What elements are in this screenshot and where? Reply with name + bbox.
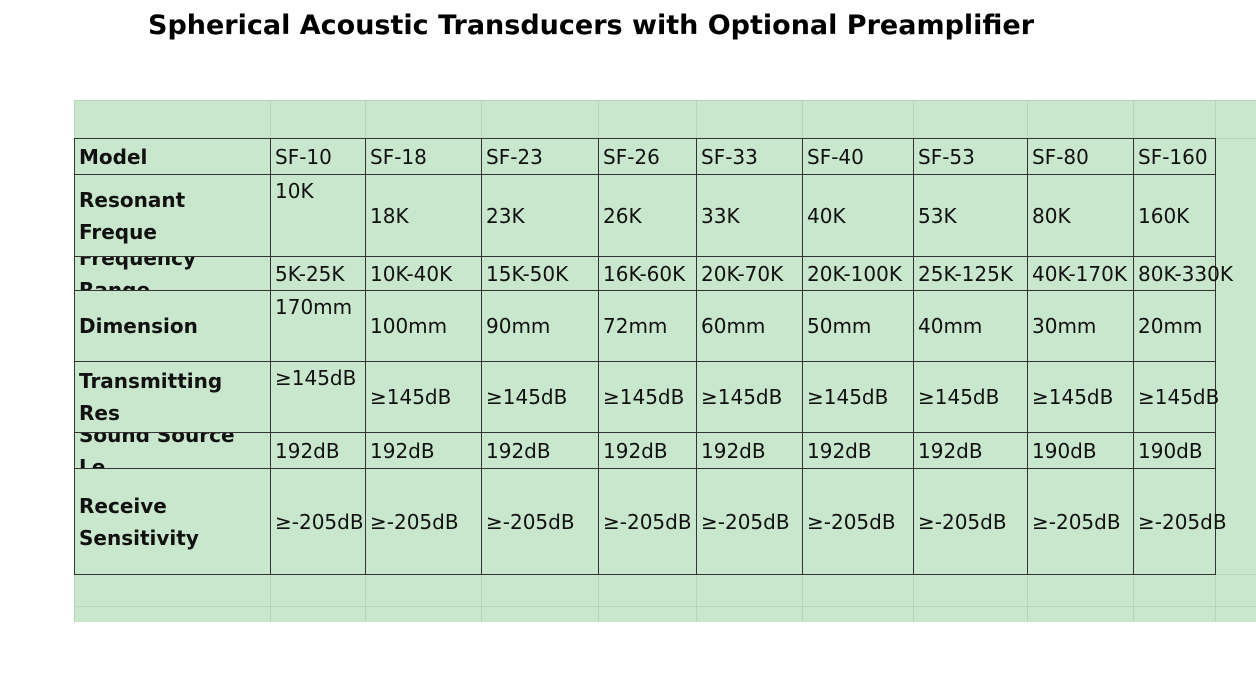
table-cell: ≥145dB (1133, 361, 1219, 433)
table-cell: ≥145dB (696, 361, 803, 433)
table-cell: 192dB (481, 432, 599, 469)
table-cell: ≥145dB (598, 361, 697, 433)
table-cell: 40K (802, 174, 914, 257)
table-cell: ≥-205dB (598, 468, 697, 575)
table-cell: 40K-170K (1027, 256, 1134, 291)
table-cell: SF-18 (365, 138, 482, 175)
table-cell: SF-10 (270, 138, 366, 175)
table-cell: SF-26 (598, 138, 697, 175)
table-cell: ≥145dB (913, 361, 1028, 433)
table-cell: 190dB (1133, 432, 1216, 469)
table-cell: SF-80 (1027, 138, 1134, 175)
table-cell: ≥-205dB (270, 468, 366, 575)
table-cell: ≥-205dB (1027, 468, 1134, 575)
table-cell: 10K (270, 174, 366, 257)
table-cell: ≥-205dB (365, 468, 482, 575)
table-cell: 170mm (270, 290, 366, 362)
table-cell: 80K-330K (1133, 256, 1233, 291)
table-cell: SF-160 (1133, 138, 1216, 175)
table-cell: 16K-60K (598, 256, 697, 291)
table-cell: 100mm (365, 290, 482, 362)
table-cell: SF-33 (696, 138, 803, 175)
row-label: Transmitting Res (74, 361, 271, 433)
table-cell: 53K (913, 174, 1028, 257)
title: Spherical Acoustic Transducers with Opti… (148, 10, 1035, 41)
table-cell: ≥-205dB (696, 468, 803, 575)
table-cell: SF-40 (802, 138, 914, 175)
table-cell: 50mm (802, 290, 914, 362)
table-cell: 30mm (1027, 290, 1134, 362)
table-cell: 190dB (1027, 432, 1134, 469)
table-cell: ≥-205dB (481, 468, 599, 575)
grid-line (74, 606, 1256, 607)
table-cell: 192dB (696, 432, 803, 469)
table-cell: 80K (1027, 174, 1134, 257)
table-cell: ≥145dB (481, 361, 599, 433)
table-cell: SF-23 (481, 138, 599, 175)
table-cell: 192dB (598, 432, 697, 469)
row-label: Frequency Range (74, 256, 271, 291)
row-label: Receive Sensitivity (74, 468, 271, 575)
table-cell: 5K-25K (270, 256, 366, 291)
table-cell: 192dB (802, 432, 914, 469)
table-cell: ≥-205dB (913, 468, 1028, 575)
table-cell: SF-53 (913, 138, 1028, 175)
table-cell: 18K (365, 174, 482, 257)
table-cell: ≥145dB (1027, 361, 1134, 433)
row-label: Resonant Freque (74, 174, 271, 257)
table-cell: 25K-125K (913, 256, 1028, 291)
table-cell: 72mm (598, 290, 697, 362)
table-cell: 160K (1133, 174, 1216, 257)
table-cell: 192dB (365, 432, 482, 469)
spreadsheet: Model SF-10 SF-18 SF-23 SF-26 SF-33 SF-40 SF-53… (74, 100, 1256, 622)
row-label: Dimension (74, 290, 271, 362)
table-cell: 20K-100K (802, 256, 914, 291)
table-cell: 60mm (696, 290, 803, 362)
table-cell: 10K-40K (365, 256, 482, 291)
table-cell: 20mm (1133, 290, 1216, 362)
row-label: Model (74, 138, 271, 175)
row-label: Sound Source Le (74, 432, 271, 469)
table-cell: ≥-205dB (802, 468, 914, 575)
table-cell: 26K (598, 174, 697, 257)
table-cell: 90mm (481, 290, 599, 362)
table-cell: 33K (696, 174, 803, 257)
table-cell: 20K-70K (696, 256, 803, 291)
table-cell: ≥-205dB (1133, 468, 1227, 575)
table-cell: 40mm (913, 290, 1028, 362)
table-cell: ≥145dB (365, 361, 482, 433)
table-cell: 23K (481, 174, 599, 257)
table-cell: ≥145dB (270, 361, 366, 433)
table-cell: ≥145dB (802, 361, 914, 433)
table-cell: 15K-50K (481, 256, 599, 291)
table-cell: 192dB (913, 432, 1028, 469)
table-cell: 192dB (270, 432, 366, 469)
